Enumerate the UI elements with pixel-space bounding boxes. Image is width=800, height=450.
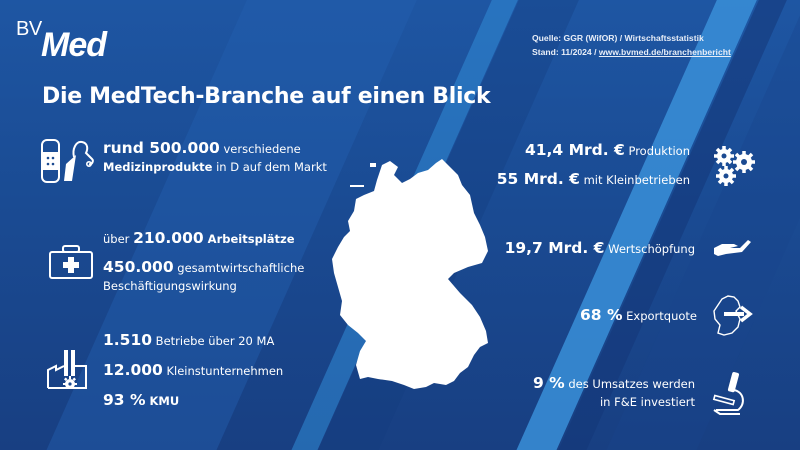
source-note: Quelle: GGR (WifOR) / Wirtschaftsstatist… <box>532 31 731 59</box>
logo-prefix: BV <box>16 18 42 40</box>
rnd-text-2: in F&E investiert <box>599 395 695 409</box>
jobs-label: Arbeitsplätze <box>203 232 295 246</box>
date-line: Stand: 11/2024 / www.bvmed.de/branchenbe… <box>532 45 731 59</box>
employment-number: 450.000 <box>103 258 174 276</box>
companies-text: Betriebe über 20 MA <box>152 334 275 348</box>
small-business-text: mit Kleinbetrieben <box>579 173 690 187</box>
hand-icon <box>714 240 751 256</box>
products-text: verschiedene <box>219 142 301 156</box>
germany-export-arrow-icon <box>713 295 753 336</box>
products-text-2: in D auf dem Markt <box>212 160 327 174</box>
companies-number: 1.510 <box>103 331 153 349</box>
sme-stat: 93 % KMU <box>103 391 179 410</box>
production-number: 41,4 Mrd. € <box>524 141 625 159</box>
employment-text: gesamtwirtschaftliche <box>173 261 305 275</box>
production-stat: 41,4 Mrd. € Produktion <box>525 141 690 160</box>
products-number: rund 500.000 <box>103 139 220 157</box>
rnd-stat: 9 % des Umsatzes werden in F&E investier… <box>533 374 695 411</box>
micro-companies-stat: 12.000 Kleinstunternehmen <box>103 361 283 380</box>
jobs-prefix: über <box>103 232 134 246</box>
microscope-icon <box>712 372 744 415</box>
export-stat: 68 % Exportquote <box>580 306 697 325</box>
products-stat: rund 500.000 verschiedene Medizinprodukt… <box>103 139 327 176</box>
jobs-number: 210.000 <box>133 229 204 247</box>
logo-main: Med <box>41 26 107 64</box>
sme-number: 93 % <box>103 391 146 409</box>
micro-companies-number: 12.000 <box>103 361 163 379</box>
branchenbericht-link[interactable]: www.bvmed.de/branchenbericht <box>598 47 731 57</box>
sme-label: KMU <box>145 394 180 408</box>
employment-effect-stat: 450.000 gesamtwirtschaftliche Beschäftig… <box>103 258 304 295</box>
gears-icon <box>714 146 755 186</box>
factory-gear-icon <box>47 350 87 389</box>
small-business-number: 55 Mrd. € <box>496 170 580 188</box>
micro-companies-text: Kleinstunternehmen <box>162 364 284 378</box>
first-aid-kit-icon <box>49 245 93 279</box>
small-business-stat: 55 Mrd. € mit Kleinbetrieben <box>497 170 690 189</box>
value-added-stat: 19,7 Mrd. € Wertschöpfung <box>505 239 695 258</box>
export-number: 68 % <box>579 306 623 324</box>
germany-map <box>332 159 488 389</box>
rnd-number: 9 % <box>533 374 565 392</box>
value-added-text: Wertschöpfung <box>604 242 695 256</box>
jobs-stat: über 210.000 Arbeitsplätze <box>103 229 295 248</box>
products-label: Medizinprodukte <box>103 160 213 174</box>
source-line: Quelle: GGR (WifOR) / Wirtschaftsstatist… <box>532 33 704 43</box>
employment-text-2: Beschäftigungswirkung <box>103 279 237 293</box>
production-text: Produktion <box>624 144 690 158</box>
date-text: Stand: 11/2024 / <box>532 47 599 57</box>
page-title: Die MedTech-Branche auf einen Blick <box>42 84 491 109</box>
companies-stat: 1.510 Betriebe über 20 MA <box>103 331 274 350</box>
export-text: Exportquote <box>622 309 697 323</box>
value-added-number: 19,7 Mrd. € <box>504 239 605 257</box>
bandage-stethoscope-icon <box>41 139 94 183</box>
rnd-text: des Umsatzes werden <box>564 377 695 391</box>
